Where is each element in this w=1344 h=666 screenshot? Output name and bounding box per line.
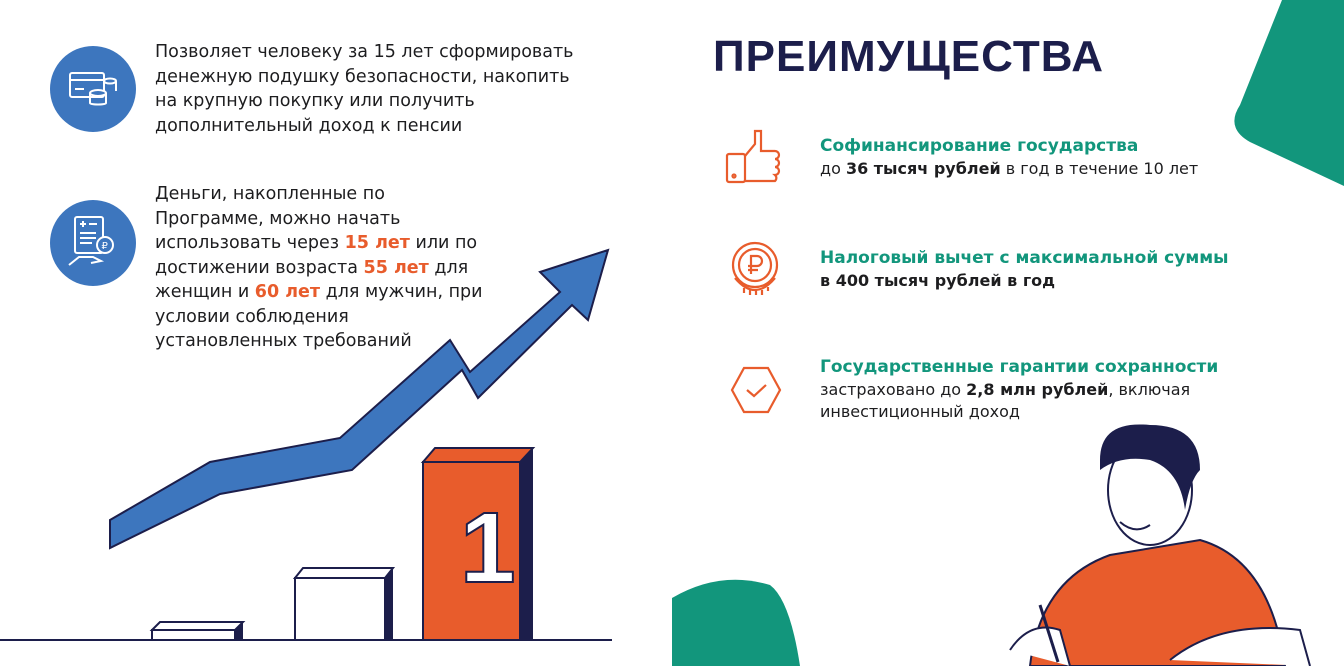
bar-tall: [420, 447, 536, 641]
thumbs-up-phone-icon: [725, 128, 785, 190]
page-title: ПРЕИМУЩЕСТВА: [713, 32, 1105, 81]
teal-shape-bottom: [672, 579, 800, 666]
advantage-cofinancing: Софинансирование государства до 36 тысяч…: [820, 136, 1199, 178]
card-coins-icon: [50, 46, 136, 132]
highlight-60-years: 60 лет: [254, 282, 321, 302]
teal-shape-top-right: [1234, 0, 1344, 186]
bar-medium: [292, 567, 396, 641]
growth-arrow: [109, 248, 610, 550]
bar-label: 1: [459, 492, 517, 604]
benefit-text-withdrawal: Деньги, накопленные по Программе, можно …: [155, 184, 483, 351]
highlight-15-years: 15 лет: [344, 233, 410, 253]
benefit-text-savings: Позволяет человеку за 15 лет сформироват…: [155, 42, 574, 136]
svg-text:₽: ₽: [102, 241, 109, 252]
shield-check-icon: [730, 366, 782, 418]
bar-small: [149, 621, 246, 641]
advantage-guarantees: Государственные гарантии сохранности зас…: [820, 357, 1219, 421]
highlight-55-years: 55 лет: [363, 257, 429, 278]
man-illustration: [1009, 424, 1311, 666]
document-hand-ruble-icon: ₽: [50, 200, 136, 286]
advantage-tax-deduction: Налоговый вычет с максимальной суммы в 4…: [820, 248, 1229, 290]
ruble-coin-icon: [730, 240, 780, 302]
